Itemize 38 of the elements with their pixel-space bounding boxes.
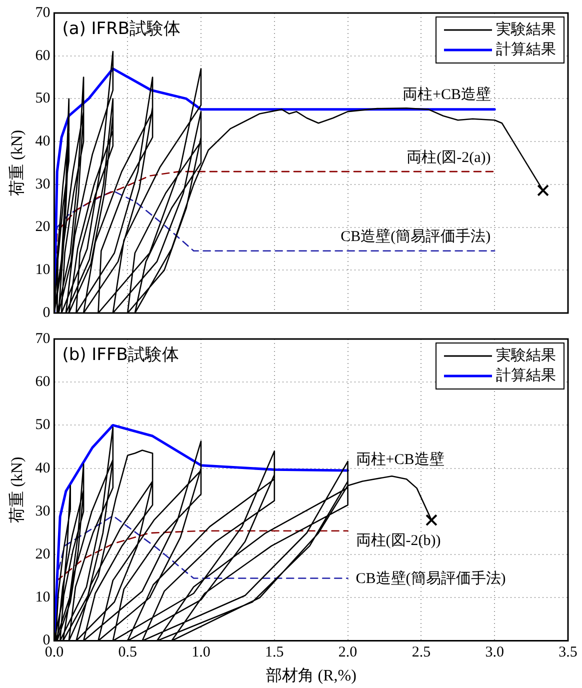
x-tick-label: 2.0: [338, 644, 358, 661]
y-tick-label: 40: [35, 134, 50, 150]
y-tick-label: 50: [35, 417, 50, 434]
legend-label: 計算結果: [496, 40, 556, 58]
annotation: 両柱(図-2(b)): [356, 532, 441, 549]
x-axis-title: 部材角 (R,%): [266, 666, 356, 685]
y-tick-label: 30: [35, 503, 50, 520]
y-tick-label: 0: [42, 304, 50, 321]
x-tick-label: 1.5: [265, 644, 284, 661]
legend-label: 実験結果: [496, 20, 556, 38]
y-axis-title: 荷重 (kN): [8, 130, 26, 196]
y-tick-label: 70: [35, 4, 50, 21]
annotation: 両柱(図-2(a)): [406, 150, 491, 166]
chart-title: (a) IFRB試験体: [62, 18, 181, 39]
legend-label: 計算結果: [496, 366, 556, 384]
annotation: 両柱+CB造壁: [402, 87, 492, 104]
y-tick-label: 40: [35, 460, 50, 476]
x-tick-label: 3.0: [485, 644, 504, 661]
y-tick-label: 60: [35, 48, 50, 64]
chart-title: (b) IFFB試験体: [62, 344, 179, 365]
y-tick-label: 60: [35, 374, 50, 390]
annotation: CB造壁(簡易評価手法): [340, 228, 491, 245]
legend-label: 実験結果: [496, 346, 556, 364]
x-tick-label: 3.5: [558, 644, 578, 661]
x-tick-label: 0.0: [44, 644, 64, 661]
x-tick-label: 0.5: [118, 644, 137, 661]
y-tick-label: 20: [35, 546, 50, 563]
y-tick-label: 10: [35, 590, 50, 606]
y-tick-label: 10: [35, 262, 50, 278]
annotation: 両柱+CB造壁: [356, 452, 444, 468]
y-tick-label: 70: [35, 330, 50, 347]
x-tick-label: 1.0: [192, 644, 210, 661]
y-tick-label: 20: [35, 219, 50, 236]
y-tick-label: 30: [35, 176, 50, 192]
annotation: CB造壁(簡易評価手法): [356, 571, 506, 588]
y-tick-label: 50: [35, 90, 50, 107]
x-tick-label: 2.5: [412, 644, 431, 661]
y-axis-title: 荷重 (kN): [8, 456, 26, 524]
